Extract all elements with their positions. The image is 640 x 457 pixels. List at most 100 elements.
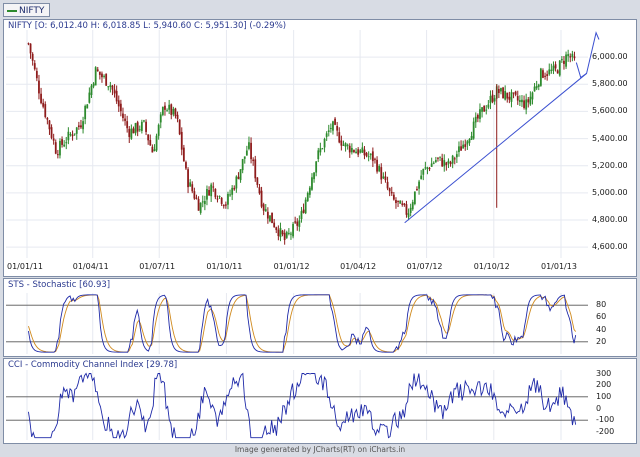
candle-body — [73, 133, 76, 135]
candle-body — [155, 135, 158, 151]
candle-body — [363, 149, 366, 156]
candle-body — [512, 92, 515, 94]
cci-y-tick: -200 — [596, 426, 615, 436]
candle-body — [199, 202, 202, 213]
candle-body — [285, 232, 288, 238]
candle-body — [117, 100, 120, 107]
price-x-tick: 01/10/11 — [206, 262, 243, 271]
symbol-tab-label: NIFTY — [19, 6, 45, 16]
candle-body — [63, 144, 66, 147]
price-y-tick: 4,800.00 — [592, 215, 628, 224]
candle-body — [443, 160, 446, 167]
price-y-tick: 5,000.00 — [592, 187, 628, 197]
candle-body — [281, 230, 284, 235]
candle-body — [101, 73, 103, 78]
candle-body — [426, 167, 429, 169]
candle-body — [134, 123, 137, 134]
candle-body — [390, 191, 393, 194]
candle-body — [80, 125, 82, 128]
price-y-tick: 5,600.00 — [592, 106, 628, 116]
stochastic-y-tick: 80 — [596, 300, 607, 310]
candle-body — [344, 143, 347, 147]
candle-body — [151, 146, 154, 153]
candle-body — [149, 140, 152, 146]
candle-body — [109, 85, 112, 87]
candle-body — [539, 68, 542, 86]
candle-body — [140, 121, 143, 131]
candle-body — [371, 151, 374, 162]
cci-y-tick: 100 — [596, 391, 612, 401]
candle-body — [27, 43, 30, 45]
candle-body — [304, 199, 307, 214]
candle-body — [361, 147, 364, 153]
candle-body — [54, 142, 57, 154]
candle-body — [554, 64, 557, 69]
price-panel-title: NIFTY [O: 6,012.40 H: 6,018.85 L: 5,940.… — [8, 21, 287, 31]
candle-body — [157, 124, 160, 136]
candle-body — [531, 92, 534, 100]
candle-body — [395, 200, 397, 204]
candle-body — [403, 203, 406, 205]
candle-body — [323, 138, 326, 148]
candle-body — [222, 204, 225, 207]
candle-body — [187, 169, 189, 188]
candle-body — [256, 177, 259, 185]
candle-body — [516, 96, 519, 101]
candle-body — [243, 156, 246, 159]
candle-body — [105, 73, 108, 86]
candle-body — [348, 145, 351, 153]
stochastic-y-tick: 40 — [596, 324, 607, 334]
series-swatch — [7, 9, 17, 12]
symbol-tab[interactable]: NIFTY — [3, 3, 50, 17]
candle-body — [77, 125, 80, 127]
candle-body — [185, 162, 187, 169]
candle-body — [506, 92, 509, 99]
candle-body — [346, 144, 349, 146]
candle-body — [466, 141, 469, 145]
stochastic-k-line — [28, 294, 577, 353]
candle-body — [161, 106, 164, 115]
cci-line — [28, 372, 577, 440]
candle-body — [573, 56, 576, 59]
candle-body — [476, 114, 479, 119]
candle-body — [548, 69, 551, 75]
candle-body — [33, 63, 36, 70]
candle-body — [235, 176, 238, 189]
candle-body — [504, 91, 507, 100]
price-x-tick: 01/01/13 — [541, 262, 577, 271]
candle-body — [290, 233, 292, 235]
candle-body — [428, 168, 431, 170]
candle-body — [313, 172, 315, 180]
candle-body — [336, 126, 339, 131]
candle-body — [122, 113, 124, 119]
cci-y-tick: 0 — [596, 403, 602, 413]
candle-body — [56, 154, 59, 156]
candle-body — [29, 43, 32, 54]
candle-body — [359, 150, 362, 153]
candle-body — [378, 166, 381, 172]
candle-body — [298, 220, 301, 227]
candle-body — [229, 194, 231, 196]
candle-body — [111, 85, 114, 90]
candle-body — [275, 227, 278, 231]
candle-body — [294, 221, 297, 223]
candle-body — [94, 67, 97, 86]
candle-body — [82, 121, 84, 130]
candle-body — [52, 138, 55, 141]
candle-body — [107, 86, 110, 88]
candle-body — [319, 148, 322, 153]
candle-body — [420, 175, 423, 179]
candle-body — [128, 128, 131, 137]
price-y-tick: 5,200.00 — [592, 160, 628, 170]
candle-body — [533, 86, 536, 92]
candle-body — [279, 228, 282, 238]
candle-body — [401, 203, 404, 205]
candle-body — [48, 120, 51, 130]
candle-body — [332, 121, 334, 131]
candle-body — [497, 88, 500, 94]
candle-body — [164, 105, 166, 110]
candle-body — [447, 160, 450, 164]
candle-body — [273, 222, 276, 228]
candle-body — [113, 89, 116, 94]
stochastic-panel-title: STS - Stochastic [60.93] — [8, 280, 111, 290]
